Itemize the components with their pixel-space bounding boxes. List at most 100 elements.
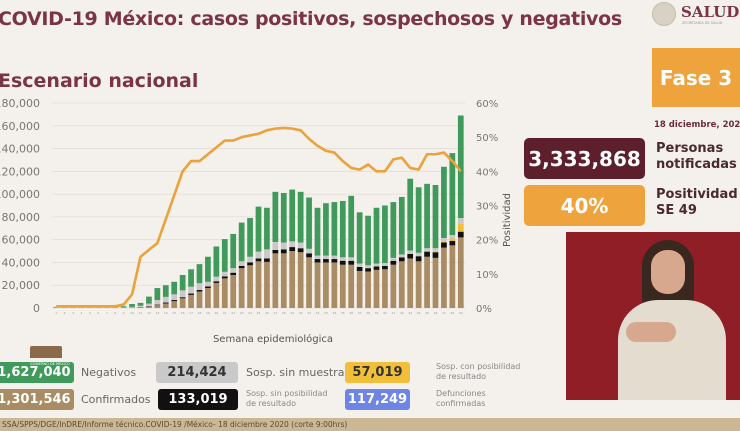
label-line: SE 49 <box>656 203 697 218</box>
y-right-tick-label: 40% <box>476 167 498 178</box>
bar-negativos <box>238 222 245 262</box>
x-tick-label: 20 <box>214 311 218 315</box>
x-tick-label: 48 <box>450 311 454 315</box>
phase-label: Fase 3 <box>659 65 733 90</box>
x-tick-label: 33 <box>324 311 328 315</box>
phase-badge: Fase 3 <box>652 48 740 107</box>
bar-confirmados <box>415 261 422 308</box>
y-right-tick-label: 20% <box>476 236 498 247</box>
bar-negativos <box>441 166 447 238</box>
x-tick-label: 9 <box>123 311 125 315</box>
x-tick-label: 17 <box>189 311 193 315</box>
bar-sin_posibilidad <box>457 231 464 238</box>
x-tick-label: 39 <box>375 311 379 315</box>
label-line: Personas <box>656 141 724 156</box>
bar-sin_muestra <box>407 250 414 254</box>
bar-negativos <box>196 264 203 284</box>
bar-negativos <box>323 203 329 256</box>
bar-sin_muestra <box>297 242 304 249</box>
bar-confirmados <box>213 282 220 308</box>
bar-negativos <box>314 207 321 256</box>
bar-sin_posibilidad <box>390 260 397 265</box>
x-tick-label: 19 <box>206 311 210 315</box>
x-tick-label: 12 <box>147 311 151 315</box>
positividad-label: Positividad SE 49 <box>656 187 738 219</box>
bar-sin_posibilidad <box>432 252 439 258</box>
x-tick-label: 2 <box>64 311 66 315</box>
bar-confirmados <box>289 251 296 308</box>
bar-negativos <box>407 178 414 251</box>
bar-confirmados <box>196 291 203 308</box>
bar-negativos <box>247 218 253 257</box>
bar-sin_muestra <box>415 252 422 257</box>
bar-sin_posibilidad <box>280 249 287 254</box>
bar-negativos <box>297 191 304 243</box>
bar-negativos <box>188 269 194 287</box>
bar-sin_posibilidad <box>221 276 228 279</box>
bar-sin_muestra <box>441 237 447 242</box>
bar-sin_muestra <box>255 251 262 259</box>
bar-confirmados <box>264 261 270 308</box>
x-tick-label: 45 <box>425 311 429 315</box>
bar-negativos <box>272 191 279 242</box>
bar-confirmados <box>382 269 388 308</box>
label-line: notificadas <box>656 157 737 172</box>
bar-sin_posibilidad <box>323 259 329 263</box>
con-posibilidad-value: 57,019 <box>345 362 410 383</box>
bar-sin_muestra <box>171 294 178 301</box>
x-tick-label: 44 <box>417 311 421 315</box>
x-tick-label: 23 <box>240 311 244 315</box>
bar-sin_posibilidad <box>424 251 430 257</box>
x-tick-label: 41 <box>391 311 395 315</box>
interpreter-face <box>651 250 685 294</box>
x-tick-label: 36 <box>349 311 353 315</box>
y-tick-label: 20,000 <box>2 279 41 292</box>
building-icon <box>30 346 62 358</box>
interpreter-hands <box>626 322 676 342</box>
x-tick-label: 47 <box>442 311 446 315</box>
y-tick-label: 120,000 <box>0 165 40 178</box>
bar-confirmados <box>162 303 169 308</box>
y-right-tick-label: 50% <box>476 133 498 144</box>
bar-con_posibilidad <box>432 251 439 253</box>
bar-sin_muestra <box>162 296 169 303</box>
bar-sin_muestra <box>289 241 296 248</box>
bar-sin_muestra <box>247 256 253 263</box>
x-tick-label: 31 <box>307 311 311 315</box>
bar-confirmados <box>188 294 194 308</box>
bar-confirmados <box>255 261 262 308</box>
y-right-axis-label: Positividad <box>502 193 513 247</box>
bar-confirmados <box>339 264 346 308</box>
x-tick-label: 4 <box>81 311 83 315</box>
bar-negativos <box>179 274 186 291</box>
defunciones-value: 117,249 <box>345 389 410 410</box>
bar-sin_muestra <box>230 268 237 273</box>
bar-negativos <box>213 246 220 277</box>
bar-negativos <box>382 205 388 264</box>
bar-negativos <box>162 285 169 297</box>
bar-negativos <box>289 189 296 242</box>
bar-confirmados <box>137 306 144 308</box>
bar-negativos <box>120 306 127 308</box>
bar-negativos <box>373 207 380 264</box>
bar-confirmados <box>154 305 161 308</box>
bar-confirmados <box>297 252 304 308</box>
x-tick-label: 21 <box>223 311 227 315</box>
bar-sin_muestra <box>373 263 380 267</box>
y-right-tick-label: 60% <box>476 99 498 110</box>
bar-confirmados <box>348 264 355 308</box>
bar-confirmados <box>146 306 152 308</box>
label-line: Positividad <box>656 187 738 202</box>
bar-confirmados <box>331 262 338 308</box>
bar-sin_posibilidad <box>247 262 253 266</box>
bar-con_posibilidad <box>449 238 456 241</box>
bar-sin_muestra <box>154 300 161 305</box>
x-tick-label: 29 <box>290 311 294 315</box>
bar-sin_muestra <box>314 255 321 260</box>
bar-negativos <box>424 183 430 249</box>
bar-sin_posibilidad <box>213 281 220 283</box>
bar-sin_muestra <box>221 271 228 277</box>
bar-negativos <box>457 115 464 219</box>
y-tick-label: 160,000 <box>0 120 40 133</box>
x-tick-label: 8 <box>114 311 116 315</box>
